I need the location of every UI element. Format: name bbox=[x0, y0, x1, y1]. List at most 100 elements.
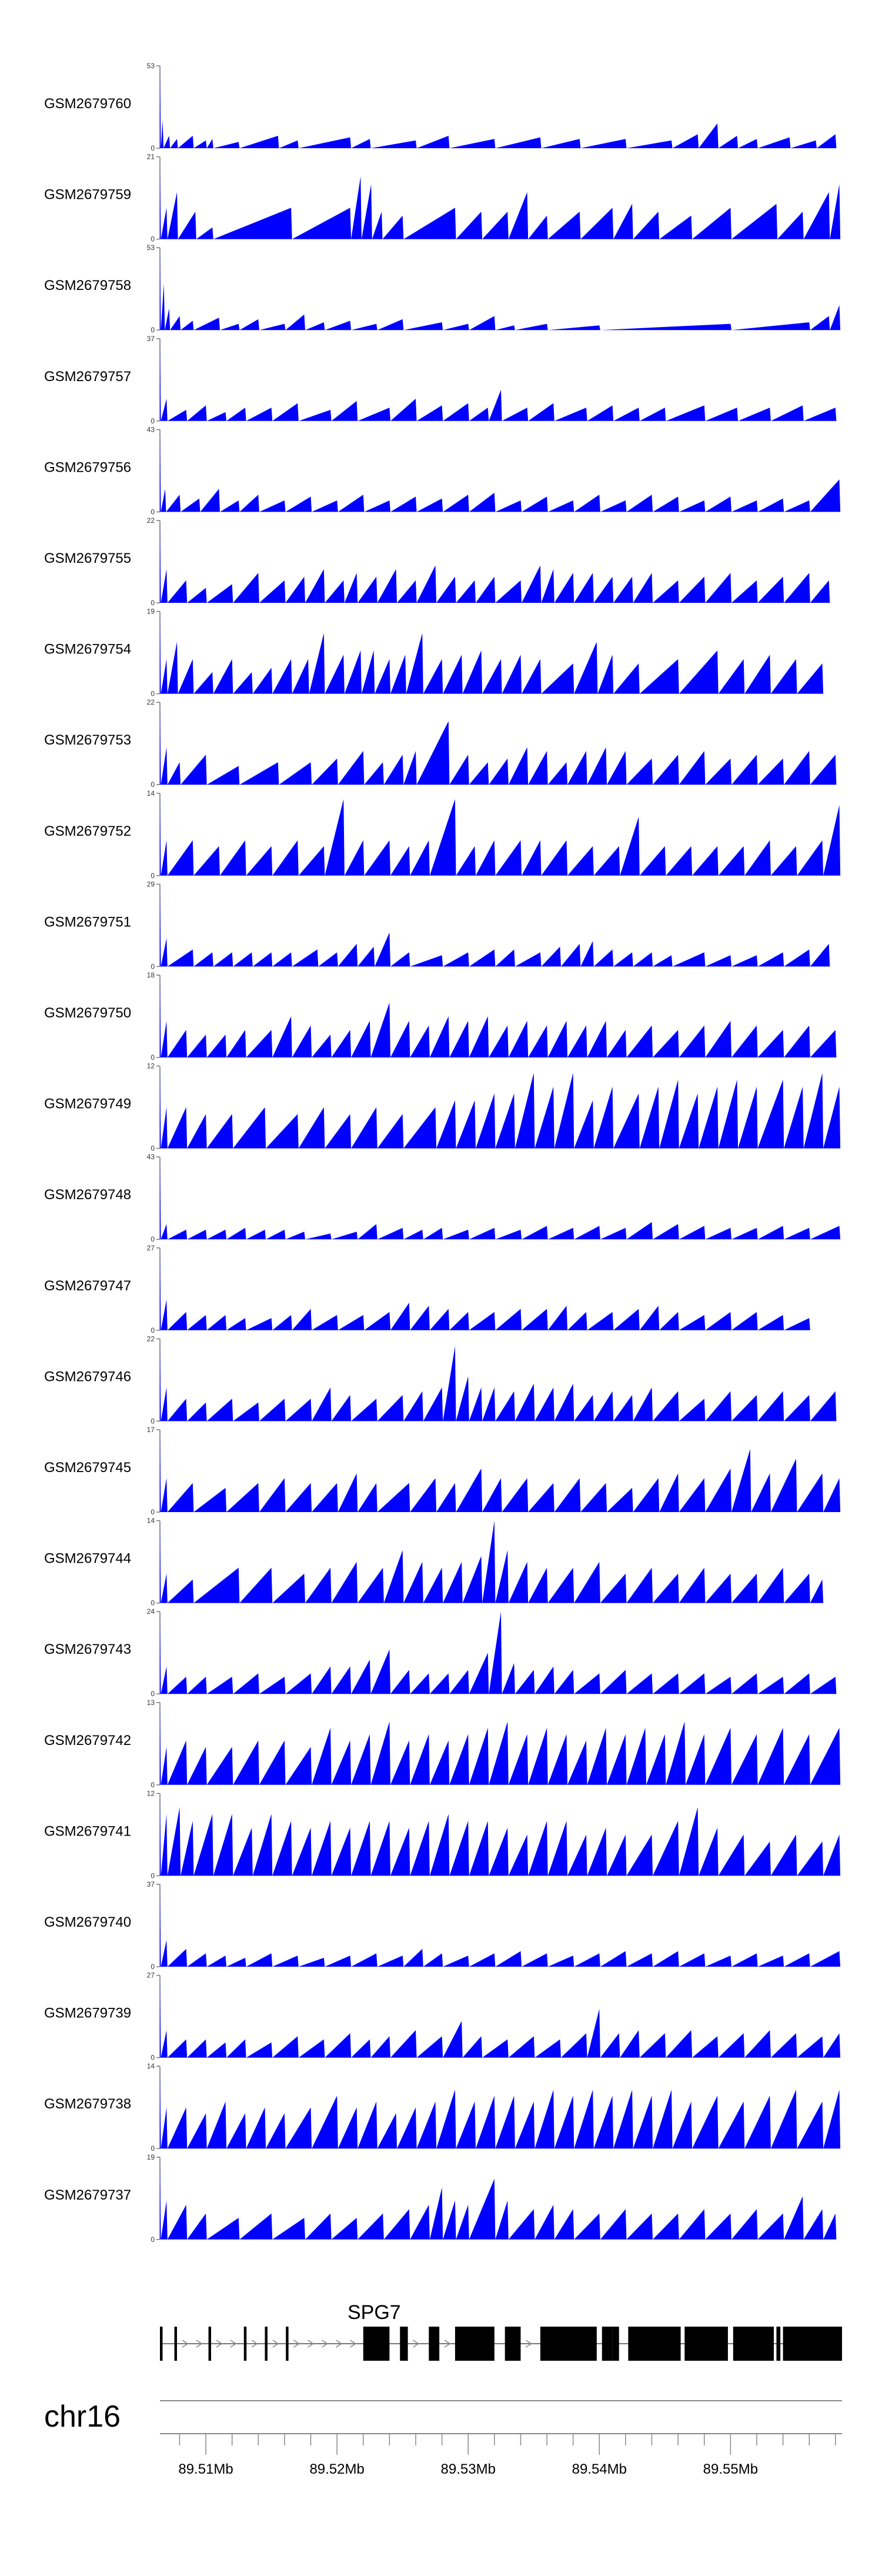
coverage-area bbox=[160, 248, 841, 331]
coverage-area bbox=[160, 338, 837, 421]
track-label: GSM2679755 bbox=[44, 550, 131, 566]
coverage-area bbox=[160, 520, 830, 603]
y-min-label: 0 bbox=[151, 508, 155, 516]
strand-arrow bbox=[272, 2340, 279, 2348]
y-max-label: 22 bbox=[147, 698, 155, 706]
track-label: GSM2679748 bbox=[44, 1187, 131, 1203]
track-GSM2679759: GSM2679759 21 0 bbox=[44, 153, 841, 243]
track-GSM2679739: GSM2679739 27 0 bbox=[44, 1971, 841, 2062]
track-label: GSM2679754 bbox=[44, 642, 131, 658]
coverage-area bbox=[160, 164, 841, 239]
coverage-area bbox=[160, 1611, 837, 1694]
track-label: GSM2679756 bbox=[44, 459, 131, 475]
gene-exon bbox=[733, 2327, 774, 2361]
track-GSM2679746: GSM2679746 22 0 bbox=[44, 1334, 837, 1425]
track-GSM2679740: GSM2679740 37 0 bbox=[44, 1880, 841, 1971]
coverage-area bbox=[160, 1430, 841, 1512]
y-max-label: 24 bbox=[147, 1607, 155, 1616]
track-GSM2679742: GSM2679742 13 0 bbox=[44, 1699, 841, 1789]
x-tick-label: 89.51Mb bbox=[178, 2461, 233, 2477]
track-GSM2679755: GSM2679755 22 0 bbox=[44, 516, 830, 607]
track-label: GSM2679738 bbox=[44, 2096, 131, 2112]
x-tick-label: 89.55Mb bbox=[703, 2461, 758, 2477]
y-min-label: 0 bbox=[151, 780, 155, 789]
track-GSM2679754: GSM2679754 19 0 bbox=[44, 608, 824, 698]
y-max-label: 21 bbox=[147, 153, 155, 161]
track-label: GSM2679741 bbox=[44, 1823, 131, 1839]
coverage-area bbox=[160, 1247, 811, 1330]
strand-arrow bbox=[308, 2340, 315, 2348]
y-max-label: 43 bbox=[147, 425, 155, 433]
y-min-label: 0 bbox=[151, 417, 155, 425]
y-max-label: 12 bbox=[147, 1789, 155, 1797]
coverage-area bbox=[160, 1066, 841, 1149]
gene-exon bbox=[363, 2327, 390, 2361]
y-min-label: 0 bbox=[151, 326, 155, 334]
track-label: GSM2679750 bbox=[44, 1005, 131, 1021]
coverage-area bbox=[160, 1702, 841, 1785]
x-tick-label: 89.53Mb bbox=[441, 2461, 496, 2477]
y-min-label: 0 bbox=[151, 235, 155, 243]
y-max-label: 12 bbox=[147, 1062, 155, 1070]
strand-arrow bbox=[196, 2340, 203, 2348]
gene-exon bbox=[286, 2327, 289, 2361]
y-min-label: 0 bbox=[151, 1144, 155, 1153]
y-max-label: 19 bbox=[147, 608, 155, 616]
track-label: GSM2679752 bbox=[44, 823, 131, 839]
coverage-area bbox=[160, 1520, 824, 1603]
coverage-area bbox=[160, 793, 841, 876]
y-max-label: 37 bbox=[147, 1880, 155, 1888]
y-max-label: 18 bbox=[147, 971, 155, 979]
y-max-label: 27 bbox=[147, 1244, 155, 1252]
track-GSM2679752: GSM2679752 14 0 bbox=[44, 789, 841, 880]
y-min-label: 0 bbox=[151, 872, 155, 880]
track-label: GSM2679745 bbox=[44, 1460, 131, 1476]
x-tick-label: 89.54Mb bbox=[572, 2461, 627, 2477]
track-GSM2679744: GSM2679744 14 0 bbox=[44, 1517, 824, 1607]
y-min-label: 0 bbox=[151, 1871, 155, 1880]
gene-exon bbox=[505, 2327, 521, 2361]
gene-exon bbox=[455, 2327, 495, 2361]
coverage-area bbox=[160, 611, 824, 694]
track-GSM2679760: GSM2679760 53 0 bbox=[44, 62, 837, 152]
y-min-label: 0 bbox=[151, 1781, 155, 1789]
track-GSM2679750: GSM2679750 18 0 bbox=[44, 971, 837, 1062]
y-min-label: 0 bbox=[151, 1053, 155, 1062]
strand-arrow bbox=[230, 2340, 237, 2348]
gene-name-label: SPG7 bbox=[348, 2301, 401, 2324]
y-max-label: 29 bbox=[147, 880, 155, 888]
x-tick-label: 89.52Mb bbox=[309, 2461, 364, 2477]
y-min-label: 0 bbox=[151, 1963, 155, 1971]
y-max-label: 37 bbox=[147, 335, 155, 343]
y-max-label: 14 bbox=[147, 789, 155, 798]
track-label: GSM2679747 bbox=[44, 1278, 131, 1294]
y-max-label: 14 bbox=[147, 2062, 155, 2070]
coverage-area bbox=[160, 1975, 841, 2058]
track-label: GSM2679737 bbox=[44, 2187, 131, 2203]
gene-track: SPG7 bbox=[160, 2301, 842, 2361]
track-label: GSM2679744 bbox=[44, 1551, 131, 1567]
coverage-area bbox=[160, 1157, 841, 1240]
gene-exon bbox=[243, 2327, 247, 2361]
track-label: GSM2679742 bbox=[44, 1733, 131, 1749]
chromosome-label: chr16 bbox=[44, 2400, 121, 2434]
y-min-label: 0 bbox=[151, 1690, 155, 1698]
gene-exon bbox=[612, 2327, 619, 2361]
y-min-label: 0 bbox=[151, 1235, 155, 1243]
track-GSM2679738: GSM2679738 14 0 bbox=[44, 2062, 841, 2153]
coverage-area bbox=[160, 884, 830, 967]
strand-arrow bbox=[322, 2340, 329, 2348]
coverage-area bbox=[160, 1793, 841, 1876]
gene-exon bbox=[684, 2327, 728, 2361]
coverage-area bbox=[160, 2066, 841, 2149]
y-min-label: 0 bbox=[151, 2144, 155, 2153]
coverage-area bbox=[160, 702, 837, 785]
track-GSM2679749: GSM2679749 12 0 bbox=[44, 1062, 841, 1153]
y-max-label: 22 bbox=[147, 516, 155, 525]
y-max-label: 43 bbox=[147, 1153, 155, 1161]
y-min-label: 0 bbox=[151, 599, 155, 607]
track-label: GSM2679760 bbox=[44, 96, 131, 112]
y-min-label: 0 bbox=[151, 1599, 155, 1607]
track-GSM2679745: GSM2679745 17 0 bbox=[44, 1426, 841, 1516]
strand-arrow bbox=[216, 2340, 223, 2348]
